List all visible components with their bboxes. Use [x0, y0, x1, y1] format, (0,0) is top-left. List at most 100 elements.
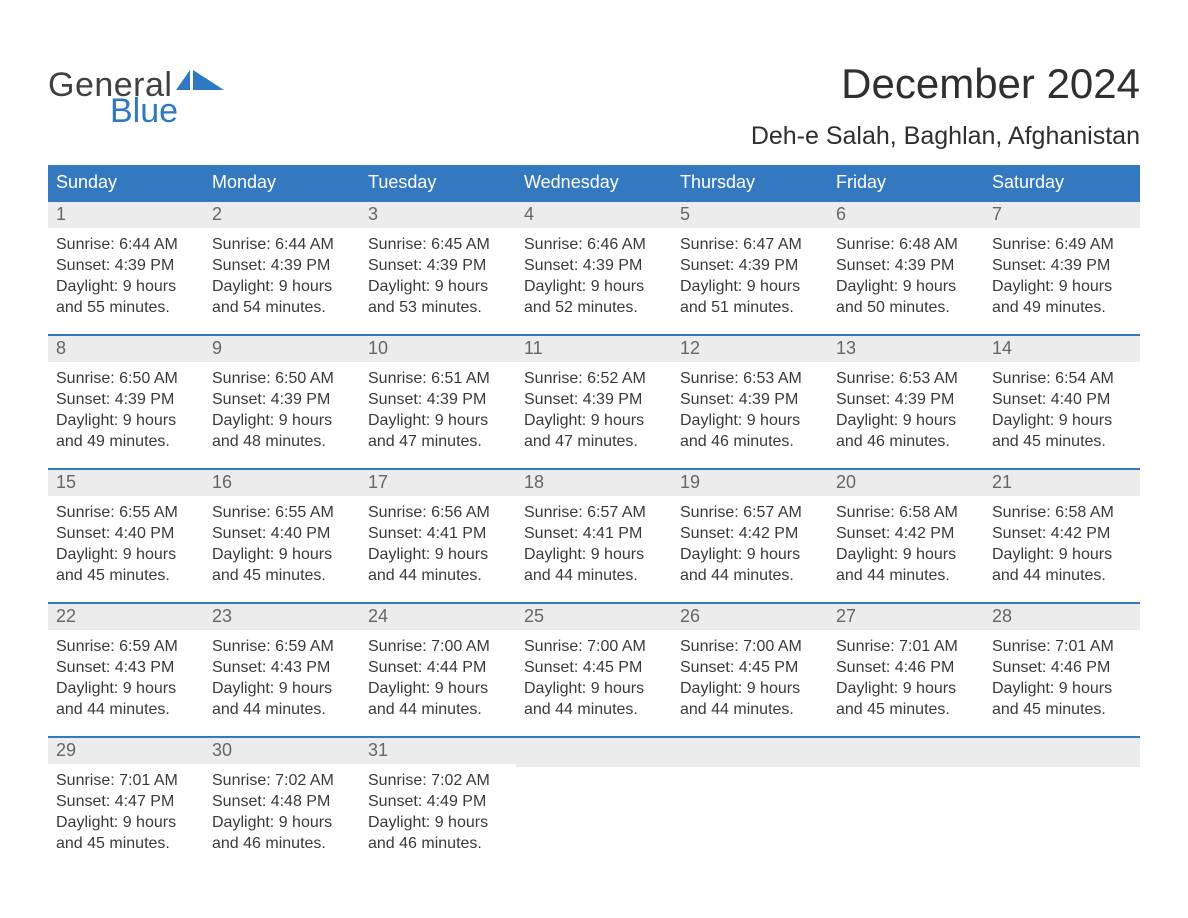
day-sunrise: Sunrise: 6:53 AM — [680, 368, 824, 389]
day-sunset: Sunset: 4:43 PM — [212, 657, 356, 678]
day-sunset: Sunset: 4:43 PM — [56, 657, 200, 678]
day-number — [828, 738, 984, 767]
calendar-day: 9Sunrise: 6:50 AMSunset: 4:39 PMDaylight… — [204, 336, 360, 452]
day-sunrise: Sunrise: 6:50 AM — [212, 368, 356, 389]
day-dl1: Daylight: 9 hours — [680, 544, 824, 565]
calendar-day — [984, 738, 1140, 854]
day-dl1: Daylight: 9 hours — [56, 812, 200, 833]
day-detail: Sunrise: 6:54 AMSunset: 4:40 PMDaylight:… — [984, 362, 1140, 452]
day-sunset: Sunset: 4:48 PM — [212, 791, 356, 812]
day-dl2: and 46 minutes. — [836, 431, 980, 452]
day-dl1: Daylight: 9 hours — [680, 410, 824, 431]
day-dl2: and 45 minutes. — [212, 565, 356, 586]
day-sunset: Sunset: 4:39 PM — [524, 255, 668, 276]
day-number: 24 — [360, 604, 516, 630]
day-sunset: Sunset: 4:39 PM — [992, 255, 1136, 276]
calendar-day: 6Sunrise: 6:48 AMSunset: 4:39 PMDaylight… — [828, 202, 984, 318]
day-sunrise: Sunrise: 6:53 AM — [836, 368, 980, 389]
day-number: 4 — [516, 202, 672, 228]
day-detail: Sunrise: 6:44 AMSunset: 4:39 PMDaylight:… — [204, 228, 360, 318]
calendar-day: 22Sunrise: 6:59 AMSunset: 4:43 PMDayligh… — [48, 604, 204, 720]
day-dl2: and 53 minutes. — [368, 297, 512, 318]
day-dl2: and 44 minutes. — [524, 565, 668, 586]
day-sunrise: Sunrise: 6:47 AM — [680, 234, 824, 255]
day-dl1: Daylight: 9 hours — [992, 544, 1136, 565]
day-dl1: Daylight: 9 hours — [56, 410, 200, 431]
day-sunset: Sunset: 4:39 PM — [212, 389, 356, 410]
calendar-day: 18Sunrise: 6:57 AMSunset: 4:41 PMDayligh… — [516, 470, 672, 586]
day-number: 17 — [360, 470, 516, 496]
calendar-day: 21 Sunrise: 6:58 AMSunset: 4:42 PMDayligh… — [984, 470, 1140, 586]
day-number: 15 — [48, 470, 204, 496]
day-number: 7 — [984, 202, 1140, 228]
calendar-day: 23Sunrise: 6:59 AMSunset: 4:43 PMDayligh… — [204, 604, 360, 720]
day-number: 30 — [204, 738, 360, 764]
calendar-day: 5Sunrise: 6:47 AMSunset: 4:39 PMDaylight… — [672, 202, 828, 318]
day-sunset: Sunset: 4:39 PM — [56, 389, 200, 410]
calendar-day — [516, 738, 672, 854]
day-sunrise: Sunrise: 6:57 AM — [680, 502, 824, 523]
day-dl2: and 47 minutes. — [524, 431, 668, 452]
day-detail — [984, 767, 1140, 853]
day-sunrise: Sunrise: 7:01 AM — [56, 770, 200, 791]
day-sunset: Sunset: 4:39 PM — [368, 255, 512, 276]
day-sunrise: Sunrise: 6:52 AM — [524, 368, 668, 389]
day-dl2: and 45 minutes. — [992, 431, 1136, 452]
day-sunrise: Sunrise: 6:59 AM — [212, 636, 356, 657]
day-detail: Sunrise: 6:53 AMSunset: 4:39 PMDaylight:… — [672, 362, 828, 452]
day-detail — [516, 767, 672, 853]
day-dl2: and 45 minutes. — [992, 699, 1136, 720]
day-detail: Sunrise: 7:01 AMSunset: 4:47 PMDaylight:… — [48, 764, 204, 854]
day-dl1: Daylight: 9 hours — [524, 678, 668, 699]
calendar-day: 8Sunrise: 6:50 AMSunset: 4:39 PMDaylight… — [48, 336, 204, 452]
calendar-day: 11Sunrise: 6:52 AMSunset: 4:39 PMDayligh… — [516, 336, 672, 452]
day-sunrise: Sunrise: 6:55 AM — [212, 502, 356, 523]
day-sunrise: Sunrise: 7:00 AM — [680, 636, 824, 657]
day-dl1: Daylight: 9 hours — [680, 678, 824, 699]
day-sunset: Sunset: 4:39 PM — [524, 389, 668, 410]
day-dl1: Daylight: 9 hours — [212, 276, 356, 297]
day-dl1: Daylight: 9 hours — [836, 410, 980, 431]
day-sunset: Sunset: 4:42 PM — [992, 523, 1136, 544]
day-number: 1 — [48, 202, 204, 228]
day-detail — [828, 767, 984, 853]
day-sunset: Sunset: 4:39 PM — [680, 389, 824, 410]
location-label: Deh-e Salah, Baghlan, Afghanistan — [751, 122, 1140, 151]
day-dl1: Daylight: 9 hours — [212, 678, 356, 699]
day-sunset: Sunset: 4:39 PM — [368, 389, 512, 410]
calendar-day: 1Sunrise: 6:44 AMSunset: 4:39 PMDaylight… — [48, 202, 204, 318]
day-dl2: and 48 minutes. — [212, 431, 356, 452]
day-detail: Sunrise: 7:01 AMSunset: 4:46 PMDaylight:… — [828, 630, 984, 720]
calendar: SundayMondayTuesdayWednesdayThursdayFrid… — [48, 165, 1140, 854]
calendar-day: 10Sunrise: 6:51 AMSunset: 4:39 PMDayligh… — [360, 336, 516, 452]
calendar-day: 13Sunrise: 6:53 AMSunset: 4:39 PMDayligh… — [828, 336, 984, 452]
day-dl1: Daylight: 9 hours — [56, 678, 200, 699]
day-sunrise: Sunrise: 7:02 AM — [368, 770, 512, 791]
day-detail: Sunrise: 6:48 AMSunset: 4:39 PMDaylight:… — [828, 228, 984, 318]
brand-word2: Blue — [110, 94, 224, 128]
day-sunrise: Sunrise: 7:01 AM — [992, 636, 1136, 657]
day-sunrise: Sunrise: 6:58 AM — [992, 502, 1136, 523]
calendar-day: 31Sunrise: 7:02 AMSunset: 4:49 PMDayligh… — [360, 738, 516, 854]
dow-header: Saturday — [984, 165, 1140, 200]
week-row: 15 Sunrise: 6:55 AM Sunset: 4:40 PM Dayligh… — [48, 468, 1140, 586]
day-sunset: Sunset: 4:40 PM — [56, 523, 200, 544]
day-sunset: Sunset: 4:45 PM — [680, 657, 824, 678]
day-sunrise: Sunrise: 6:44 AM — [212, 234, 356, 255]
day-sunset: Sunset: 4:42 PM — [680, 523, 824, 544]
day-sunrise: Sunrise: 6:57 AM — [524, 502, 668, 523]
day-sunrise: Sunrise: 6:49 AM — [992, 234, 1136, 255]
day-sunrise: Sunrise: 7:00 AM — [368, 636, 512, 657]
day-number: 5 — [672, 202, 828, 228]
day-dl1: Daylight: 9 hours — [368, 544, 512, 565]
day-detail: Sunrise: 6:45 AMSunset: 4:39 PMDaylight:… — [360, 228, 516, 318]
day-sunrise: Sunrise: 7:02 AM — [212, 770, 356, 791]
week-row: 1Sunrise: 6:44 AMSunset: 4:39 PMDaylight… — [48, 200, 1140, 318]
day-dl2: and 44 minutes. — [992, 565, 1136, 586]
calendar-day: 27Sunrise: 7:01 AMSunset: 4:46 PMDayligh… — [828, 604, 984, 720]
day-number: 21 — [984, 470, 1140, 496]
day-detail: Sunrise: 6:51 AMSunset: 4:39 PMDaylight:… — [360, 362, 516, 452]
calendar-day: 15Sunrise: 6:55 AMSunset: 4:40 PMDayligh… — [48, 470, 204, 586]
day-dl2: and 44 minutes. — [368, 699, 512, 720]
day-detail: Sunrise: 6:46 AMSunset: 4:39 PMDaylight:… — [516, 228, 672, 318]
